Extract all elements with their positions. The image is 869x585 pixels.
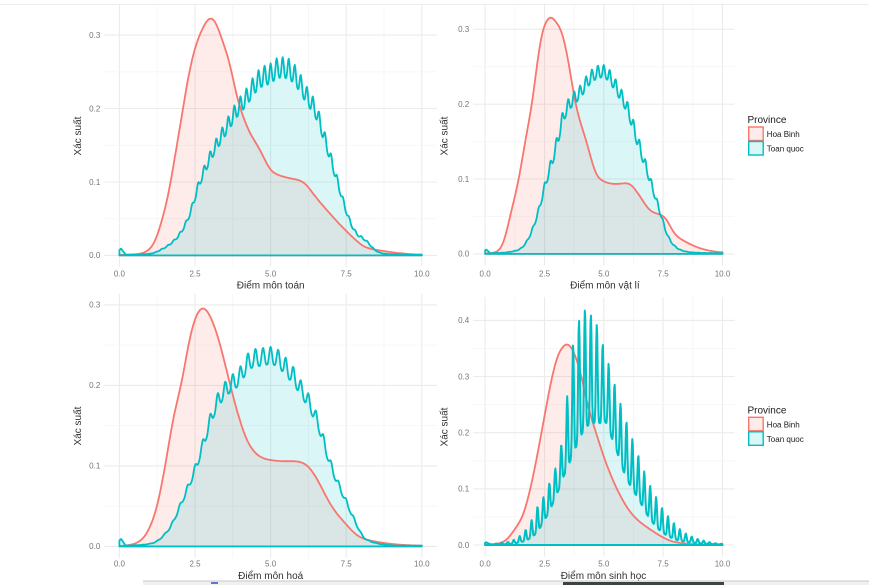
- svg-text:2.5: 2.5: [539, 559, 551, 568]
- svg-text:0.0: 0.0: [89, 542, 101, 551]
- svg-text:2.5: 2.5: [189, 269, 201, 278]
- svg-text:0.0: 0.0: [480, 269, 492, 278]
- svg-text:Xác suất: Xác suất: [72, 406, 84, 445]
- svg-text:Province: Province: [748, 406, 787, 417]
- svg-text:Toan quoc: Toan quoc: [767, 435, 804, 444]
- svg-text:0.3: 0.3: [458, 372, 470, 381]
- svg-text:0.3: 0.3: [458, 25, 470, 34]
- svg-text:0.0: 0.0: [114, 269, 126, 278]
- svg-text:5.0: 5.0: [265, 269, 277, 278]
- svg-text:Điểm môn sinh học: Điểm môn sinh học: [561, 570, 647, 582]
- svg-text:0.0: 0.0: [458, 541, 470, 550]
- svg-text:Điểm môn vật lí: Điểm môn vật lí: [570, 280, 640, 292]
- svg-text:7.5: 7.5: [658, 269, 670, 278]
- svg-text:0.1: 0.1: [89, 178, 101, 187]
- svg-text:0.4: 0.4: [458, 316, 470, 325]
- svg-text:Xác suất: Xác suất: [72, 116, 84, 155]
- svg-text:0.1: 0.1: [458, 175, 470, 184]
- svg-text:0.2: 0.2: [89, 104, 101, 113]
- svg-text:10.0: 10.0: [414, 269, 430, 278]
- svg-text:2.5: 2.5: [539, 269, 551, 278]
- svg-text:0.3: 0.3: [89, 31, 101, 40]
- svg-text:0.0: 0.0: [89, 251, 101, 260]
- svg-text:10.0: 10.0: [414, 559, 430, 568]
- svg-text:Điểm môn hoá: Điểm môn hoá: [238, 570, 303, 582]
- svg-text:0.0: 0.0: [114, 559, 126, 568]
- svg-text:5.0: 5.0: [598, 559, 610, 568]
- svg-text:5.0: 5.0: [598, 269, 610, 278]
- svg-text:0.2: 0.2: [458, 100, 470, 109]
- svg-text:0.0: 0.0: [458, 250, 470, 259]
- svg-text:5.0: 5.0: [265, 559, 277, 568]
- svg-text:0.2: 0.2: [89, 381, 101, 390]
- svg-text:Hoa Binh: Hoa Binh: [767, 420, 800, 429]
- svg-text:Xác suất: Xác suất: [439, 116, 451, 155]
- svg-text:Điểm môn toán: Điểm môn toán: [237, 280, 305, 292]
- svg-text:0.1: 0.1: [458, 485, 470, 494]
- svg-text:2.5: 2.5: [189, 559, 201, 568]
- svg-text:10.0: 10.0: [715, 559, 731, 568]
- svg-text:10.0: 10.0: [715, 269, 731, 278]
- svg-text:Toan quoc: Toan quoc: [767, 145, 804, 154]
- svg-text:Xác suất: Xác suất: [439, 407, 451, 446]
- svg-text:7.5: 7.5: [341, 559, 353, 568]
- svg-text:0.0: 0.0: [480, 559, 492, 568]
- svg-text:7.5: 7.5: [658, 559, 670, 568]
- svg-text:Hoa Binh: Hoa Binh: [767, 130, 800, 139]
- svg-text:0.3: 0.3: [89, 301, 101, 310]
- svg-text:0.2: 0.2: [458, 429, 470, 438]
- svg-text:Province: Province: [748, 115, 787, 126]
- svg-text:0.1: 0.1: [89, 462, 101, 471]
- svg-text:7.5: 7.5: [341, 269, 353, 278]
